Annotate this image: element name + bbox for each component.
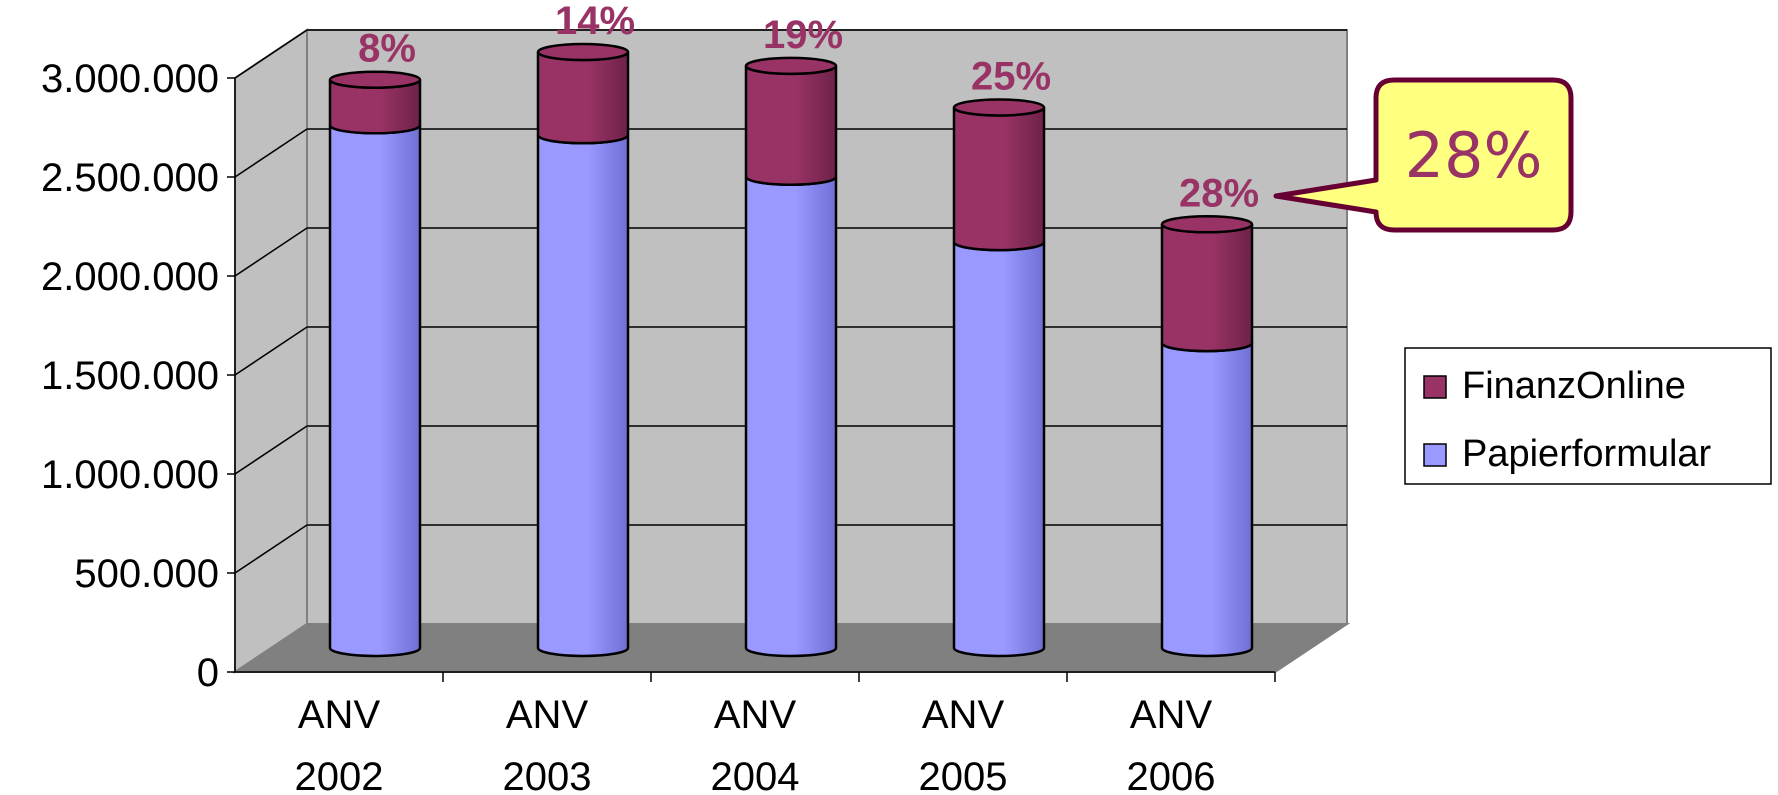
callout: 28% bbox=[1273, 77, 1574, 233]
x-tick-label: ANV bbox=[714, 693, 797, 737]
bar-group bbox=[744, 56, 838, 658]
x-tick-label: 2006 bbox=[1127, 755, 1216, 795]
x-tick-label: ANV bbox=[298, 693, 381, 737]
x-tick-label: 2003 bbox=[503, 755, 592, 795]
x-axis-tick-labels: ANV 2002 ANV 2003 ANV 2004 ANV 2005 ANV 2006 bbox=[295, 693, 1216, 795]
gridline-diagonal bbox=[234, 128, 308, 178]
legend-label: FinanzOnline bbox=[1462, 365, 1686, 407]
bar-papierformular bbox=[1160, 342, 1254, 658]
bar-group bbox=[1160, 215, 1254, 658]
gridline-diagonal bbox=[234, 29, 308, 79]
data-label: 19% bbox=[763, 13, 843, 57]
x-tick-label: 2005 bbox=[919, 755, 1008, 795]
data-labels: 8% 14% 19% 25% 28% bbox=[358, 0, 1259, 215]
bar-papierformular bbox=[536, 134, 630, 658]
data-label: 8% bbox=[358, 27, 416, 71]
data-label: 25% bbox=[971, 54, 1051, 98]
bar-group bbox=[328, 70, 422, 658]
bar-papierformular bbox=[328, 124, 422, 658]
bar-finanzonline-cap bbox=[952, 98, 1046, 117]
bar-group bbox=[536, 42, 630, 658]
x-tick-label: 2004 bbox=[711, 755, 800, 795]
legend-box bbox=[1404, 347, 1772, 485]
bar-finanzonline bbox=[536, 51, 630, 145]
y-tick-label: 3.000.000 bbox=[41, 57, 219, 101]
y-tick-label: 500.000 bbox=[74, 552, 219, 596]
gridline-diagonal bbox=[234, 326, 308, 376]
bars bbox=[328, 42, 1254, 658]
x-tick-label: ANV bbox=[506, 693, 589, 737]
gridline-diagonal bbox=[234, 425, 308, 475]
gridline-diagonal bbox=[234, 524, 308, 574]
bar-group bbox=[952, 98, 1046, 658]
bar-finanzonline-cap bbox=[1160, 215, 1254, 234]
callout-text: 28% bbox=[1405, 119, 1543, 192]
y-axis-tick-labels: 0 500.000 1.000.000 1.500.000 2.000.000 2.500… bbox=[41, 57, 219, 695]
y-tick-label: 1.500.000 bbox=[41, 354, 219, 398]
bar-finanzonline bbox=[952, 107, 1046, 252]
bar-papierformular bbox=[952, 241, 1046, 658]
y-tick-label: 2.000.000 bbox=[41, 255, 219, 299]
bar-papierformular bbox=[744, 176, 838, 658]
gridline-diagonal bbox=[234, 227, 308, 277]
bar-finanzonline-cap bbox=[744, 56, 838, 76]
legend-label: Papierformular bbox=[1462, 433, 1712, 475]
bar-finanzonline-cap bbox=[328, 70, 422, 89]
data-label: 14% bbox=[555, 0, 635, 43]
callout-bubble bbox=[1273, 77, 1574, 233]
bar-finanzonline bbox=[1160, 223, 1254, 353]
x-tick-label: ANV bbox=[1130, 693, 1213, 737]
y-tick-label: 0 bbox=[197, 651, 219, 695]
legend-swatch bbox=[1423, 443, 1447, 467]
data-label: 28% bbox=[1179, 171, 1259, 215]
bar-finanzonline-cap bbox=[536, 42, 630, 62]
legend-swatch bbox=[1423, 375, 1447, 399]
y-tick-label: 1.000.000 bbox=[41, 453, 219, 497]
bar-finanzonline bbox=[744, 65, 838, 187]
legend: FinanzOnline Papierformular bbox=[1404, 347, 1772, 485]
y-tick-label: 2.500.000 bbox=[41, 156, 219, 200]
x-tick-label: 2002 bbox=[295, 755, 384, 795]
x-tick-label: ANV bbox=[922, 693, 1005, 737]
